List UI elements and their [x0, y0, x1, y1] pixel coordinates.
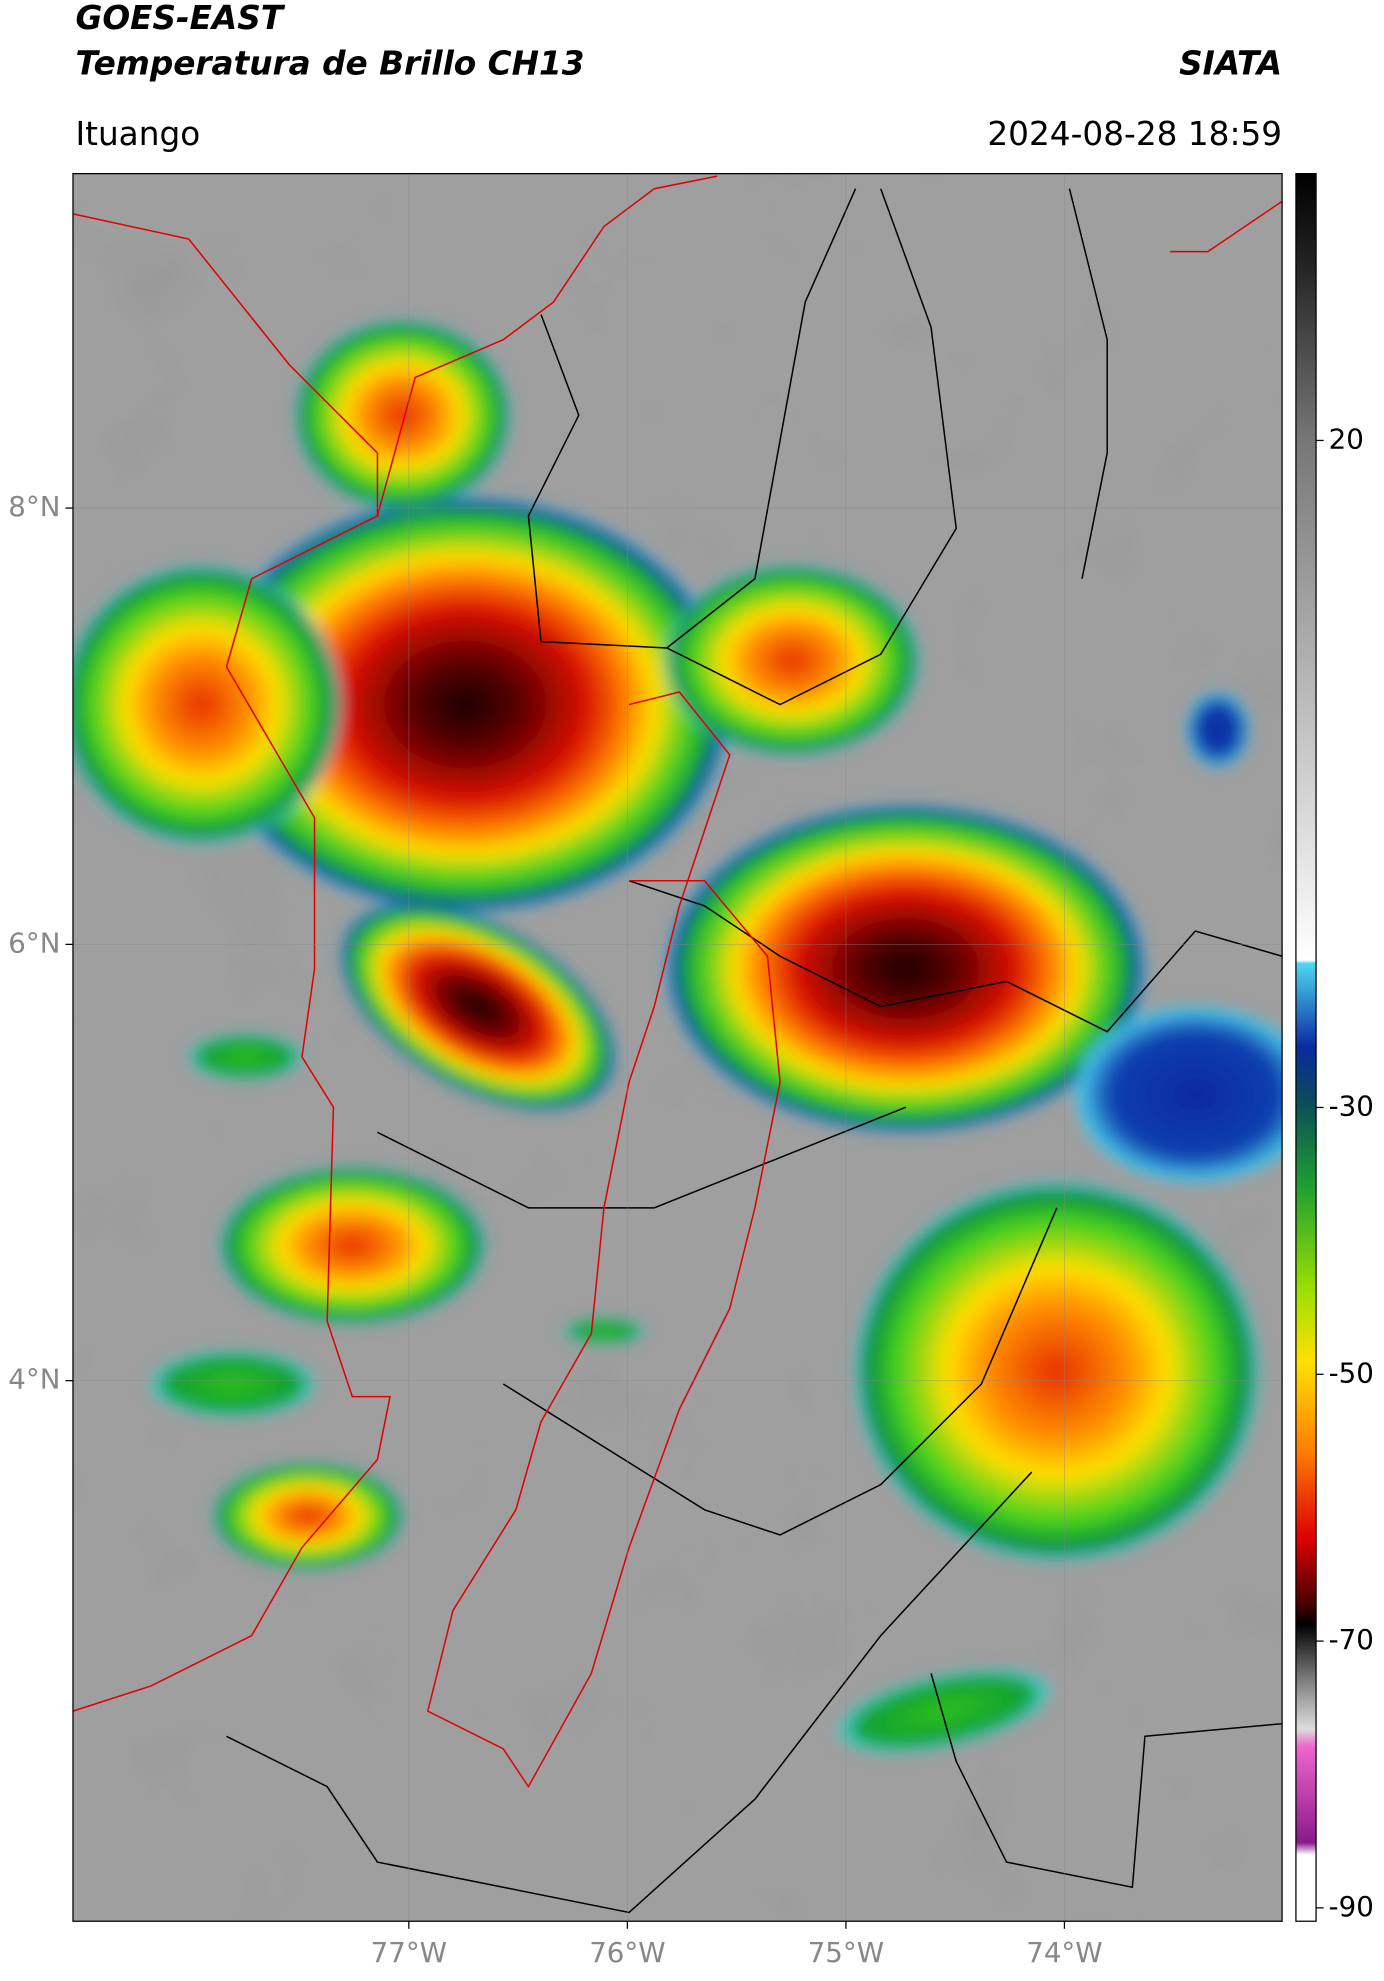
y-tick-label: 8°N: [8, 490, 60, 523]
x-tick-label: 74°W: [1026, 1936, 1102, 1969]
borders: [226, 188, 1283, 1914]
map-frame: [72, 172, 1283, 1922]
department-border: [72, 175, 1283, 1789]
location: Ituango: [75, 115, 200, 153]
subtitle: Temperatura de Brillo CH13: [75, 44, 584, 82]
colorbar-tick-label: -30: [1329, 1089, 1374, 1122]
datetime: 2024-08-28 18:59: [987, 115, 1282, 153]
x-tick-label: 77°W: [371, 1936, 447, 1969]
colorbar: [1295, 172, 1317, 1922]
satellite-image: [72, 173, 1283, 1922]
colorbar-tick-label: -70: [1329, 1623, 1374, 1656]
colorbar-tick-label: -90: [1329, 1890, 1374, 1923]
y-tick-label: 4°N: [8, 1363, 60, 1396]
source: SIATA: [1179, 44, 1282, 82]
y-tick-label: 6°N: [8, 926, 60, 959]
colorbar-tick-label: 20: [1329, 422, 1364, 455]
x-tick-label: 75°W: [808, 1936, 884, 1969]
x-tick-label: 76°W: [589, 1936, 665, 1969]
colorbar-tick-label: -50: [1329, 1356, 1374, 1389]
title: GOES-EAST: [75, 0, 285, 37]
